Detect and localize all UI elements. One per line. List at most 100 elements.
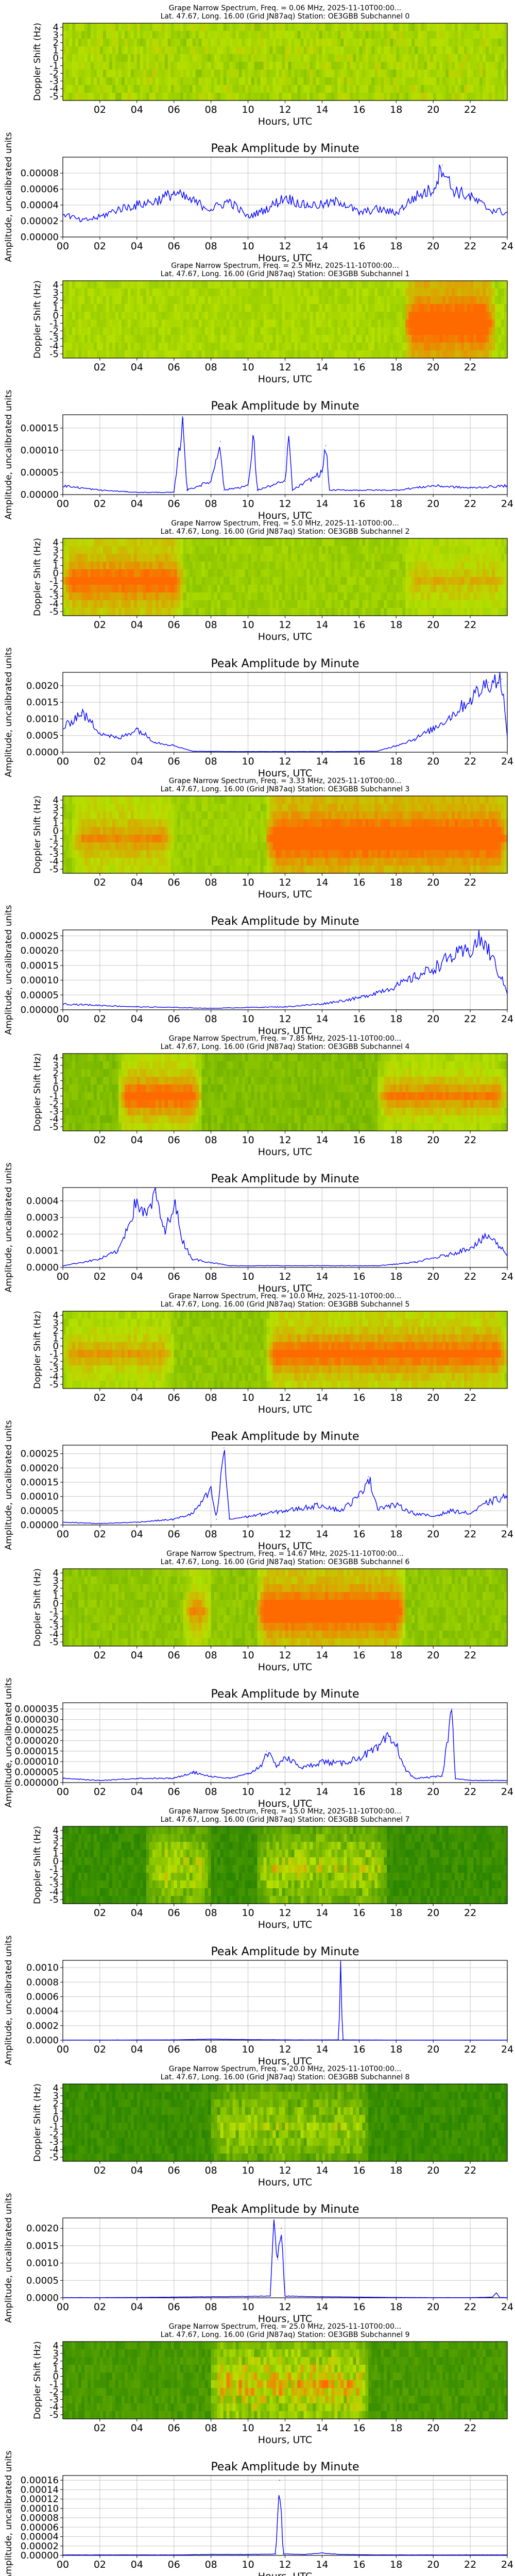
x-tick-label: 14 bbox=[316, 241, 328, 252]
spectrogram-y-tick-label: 0 bbox=[53, 1599, 59, 1609]
x-tick-label: 22 bbox=[464, 2301, 476, 2313]
data-point bbox=[470, 1780, 471, 1781]
y-tick-label: 0.0015 bbox=[26, 2241, 59, 2251]
y-tick-label: 0.0005 bbox=[26, 2275, 59, 2286]
x-tick-label: 24 bbox=[501, 1529, 513, 1540]
x-tick-label: 24 bbox=[501, 1013, 513, 1025]
data-point bbox=[470, 1513, 471, 1514]
x-tick-label: 22 bbox=[464, 1013, 476, 1025]
spectrogram-title: Grape Narrow Spectrum, Freq. = 3.33 MHz,… bbox=[169, 777, 402, 785]
y-tick-label: 0.000015 bbox=[14, 1746, 59, 1757]
data-point bbox=[210, 1776, 212, 1777]
spectrogram-y-tick-label: 3 bbox=[53, 803, 59, 814]
data-point bbox=[488, 1501, 489, 1503]
spectrogram-x-tick-label: 14 bbox=[316, 1907, 328, 1919]
data-point bbox=[488, 682, 489, 683]
x-tick-label: 00 bbox=[57, 1786, 69, 1798]
x-tick-label: 08 bbox=[205, 1013, 217, 1025]
data-point bbox=[433, 2297, 434, 2298]
x-tick-label: 04 bbox=[131, 241, 143, 252]
y-tick-label: 0.00000 bbox=[21, 2550, 59, 2561]
y-tick-label: 0.00008 bbox=[21, 2513, 59, 2523]
spectrogram-y-tick-label: -1 bbox=[49, 2121, 59, 2132]
spectrogram-x-tick-label: 16 bbox=[353, 1134, 365, 1146]
spectrogram-x-tick-label: 10 bbox=[242, 619, 254, 631]
data-point bbox=[340, 1265, 341, 1266]
x-tick-label: 00 bbox=[57, 2301, 69, 2313]
data-point bbox=[118, 209, 119, 210]
spectrogram-image bbox=[63, 1569, 508, 1647]
spectrogram-x-tick-label: 04 bbox=[131, 104, 143, 115]
spectrogram-subtitle: Lat. 47.67, Long. 16.00 (Grid JN87aq) St… bbox=[161, 12, 410, 21]
spectrogram-y-tick-label: -3 bbox=[49, 2394, 59, 2405]
spectrogram-x-tick-label: 20 bbox=[427, 877, 439, 888]
y-tick-label: 0.0000 bbox=[26, 1262, 59, 1273]
spectrogram-x-tick-label: 08 bbox=[205, 1650, 217, 1661]
spectrogram-y-tick-label: -5 bbox=[49, 2410, 59, 2420]
spectrogram-y-tick-label: 4 bbox=[53, 22, 59, 33]
data-point bbox=[303, 1767, 304, 1769]
data-point bbox=[321, 1003, 323, 1005]
spectrogram-y-tick-label: -2 bbox=[49, 1871, 59, 1882]
spectrogram-y-tick-label: -1 bbox=[49, 318, 59, 329]
data-point bbox=[224, 489, 225, 491]
spectrogram-x-tick-label: 18 bbox=[390, 104, 402, 115]
peak-amplitude-title: Peak Amplitude by Minute bbox=[211, 1430, 359, 1443]
spectrogram-y-tick-label: 1 bbox=[53, 2106, 59, 2117]
x-tick-label: 12 bbox=[279, 1529, 291, 1540]
spectrogram-y-axis-label: Doppler Shift (Hz) bbox=[32, 795, 43, 874]
x-tick-label: 18 bbox=[390, 2301, 402, 2313]
y-tick-label: 0.000025 bbox=[14, 1725, 59, 1736]
spectrogram-y-tick-label: -2 bbox=[49, 2386, 59, 2397]
channel-block: Grape Narrow Spectrum, Freq. = 2.5 MHz, … bbox=[4, 262, 513, 521]
data-point bbox=[414, 977, 415, 978]
spectrogram-y-tick-label: 0 bbox=[53, 1083, 59, 1094]
spectrogram-y-tick-label: -5 bbox=[49, 2152, 59, 2163]
x-axis-label: Hours, UTC bbox=[258, 768, 312, 779]
x-axis-label: Hours, UTC bbox=[258, 2313, 312, 2325]
data-point bbox=[358, 1496, 360, 1497]
spectrogram-y-tick-label: 1 bbox=[53, 1333, 59, 1344]
spectrogram-y-tick-label: 4 bbox=[53, 537, 59, 548]
spectrogram-y-axis-label: Doppler Shift (Hz) bbox=[32, 1568, 43, 1647]
spectrogram-title: Grape Narrow Spectrum, Freq. = 5.0 MHz, … bbox=[171, 519, 399, 528]
spectrogram-x-tick-label: 20 bbox=[427, 2165, 439, 2176]
data-point bbox=[247, 485, 249, 486]
y-tick-label: 0.0001 bbox=[26, 1246, 59, 1257]
spectrogram-y-tick-label: -4 bbox=[49, 599, 59, 609]
data-point bbox=[414, 196, 415, 198]
data-point bbox=[62, 728, 63, 730]
data-point bbox=[99, 732, 100, 733]
x-tick-label: 06 bbox=[168, 1529, 180, 1540]
data-point bbox=[377, 209, 379, 210]
data-point bbox=[507, 2039, 508, 2041]
data-point bbox=[174, 745, 175, 746]
x-tick-label: 00 bbox=[57, 498, 69, 510]
channel-block: Grape Narrow Spectrum, Freq. = 14.67 MHz… bbox=[4, 1550, 513, 1809]
x-tick-label: 16 bbox=[353, 1786, 365, 1798]
data-point bbox=[499, 2297, 501, 2298]
spectrogram-x-tick-label: 22 bbox=[464, 877, 476, 888]
spectrogram-y-tick-label: 0 bbox=[53, 311, 59, 321]
spectrogram-subtitle: Lat. 47.67, Long. 16.00 (Grid JN87aq) St… bbox=[161, 528, 410, 536]
data-point bbox=[174, 2554, 175, 2555]
data-point bbox=[442, 164, 443, 166]
spectrogram-y-tick-label: 1 bbox=[53, 303, 59, 314]
x-tick-label: 18 bbox=[390, 241, 402, 252]
data-point bbox=[174, 2296, 175, 2298]
amplitude-series-line bbox=[62, 164, 508, 223]
spectrogram-y-tick-label: -1 bbox=[49, 1863, 59, 1874]
data-point bbox=[377, 1748, 379, 1750]
data-point bbox=[136, 2039, 138, 2041]
data-point bbox=[507, 991, 508, 993]
data-point bbox=[470, 2297, 471, 2298]
spectrogram-title: Grape Narrow Spectrum, Freq. = 25.0 MHz,… bbox=[169, 2323, 402, 2331]
spectrogram-y-tick-label: -5 bbox=[49, 91, 59, 102]
data-point bbox=[283, 2553, 284, 2555]
x-tick-label: 12 bbox=[279, 2044, 291, 2055]
data-point bbox=[136, 728, 138, 730]
x-tick-label: 16 bbox=[353, 2301, 365, 2313]
peak-amplitude-title: Peak Amplitude by Minute bbox=[211, 1688, 359, 1701]
x-tick-label: 22 bbox=[464, 1271, 476, 1282]
data-point bbox=[488, 950, 489, 951]
